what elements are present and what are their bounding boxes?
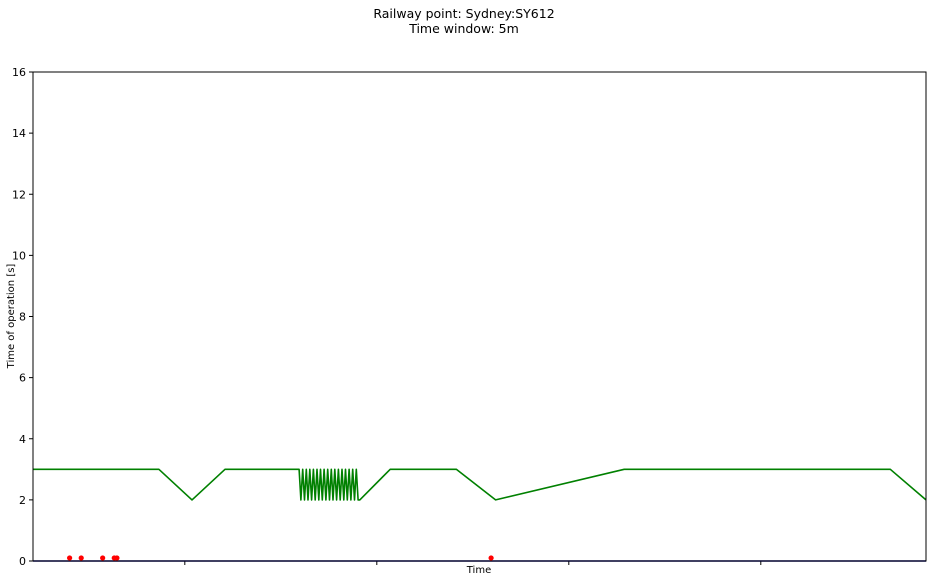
plot-frame xyxy=(32,71,927,562)
data-point xyxy=(78,555,84,561)
y-tick-label: 16 xyxy=(12,66,26,79)
y-tick-label: 4 xyxy=(19,433,26,446)
x-axis-label: Time xyxy=(466,565,491,576)
y-tick-label: 6 xyxy=(19,372,26,385)
data-point xyxy=(100,555,106,561)
y-tick-label: 10 xyxy=(12,249,26,262)
plot-area: 0 2 4 6 8 10 12 14 16 xyxy=(12,66,927,568)
data-point xyxy=(488,555,494,561)
chart-subtitle: Time window: 5m xyxy=(408,21,519,36)
y-tick-label: 12 xyxy=(12,188,26,201)
series-line-1 xyxy=(33,468,927,501)
y-tick-label: 0 xyxy=(19,555,26,568)
y-tick-label: 14 xyxy=(12,127,26,140)
y-tick-label: 8 xyxy=(19,311,26,324)
data-point xyxy=(114,555,120,561)
data-point xyxy=(67,555,73,561)
chart-title: Railway point: Sydney:SY612 xyxy=(373,6,554,21)
y-tick-label: 2 xyxy=(19,494,26,507)
y-axis-label: Time of operation [s] xyxy=(6,264,17,370)
